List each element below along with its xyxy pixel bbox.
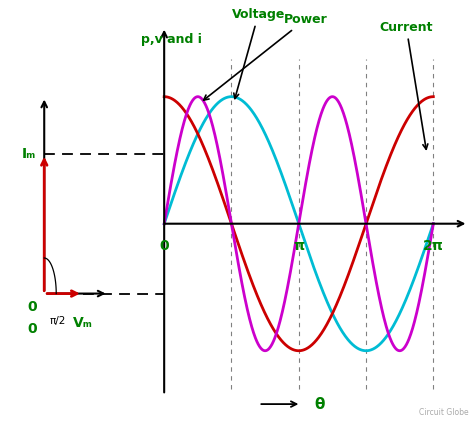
Text: 2π: 2π bbox=[423, 239, 444, 253]
Text: Vₘ: Vₘ bbox=[73, 316, 93, 330]
Text: Circuit Globe: Circuit Globe bbox=[419, 408, 468, 417]
Text: Current: Current bbox=[380, 21, 433, 149]
Text: θ: θ bbox=[314, 397, 325, 411]
Text: Iₘ: Iₘ bbox=[21, 147, 36, 161]
Text: 0: 0 bbox=[159, 239, 169, 253]
Text: π: π bbox=[293, 239, 304, 253]
Text: π/2: π/2 bbox=[50, 316, 66, 327]
Text: 0: 0 bbox=[27, 322, 36, 335]
Text: p,v and i: p,v and i bbox=[141, 33, 201, 46]
Text: Voltage: Voltage bbox=[232, 8, 285, 99]
Text: 0: 0 bbox=[27, 300, 36, 314]
Text: Power: Power bbox=[204, 13, 328, 100]
